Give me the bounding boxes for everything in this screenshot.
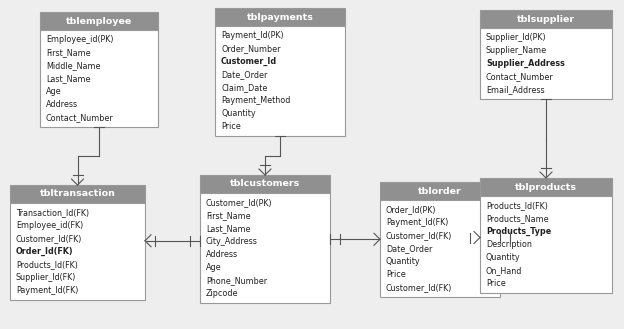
- Text: Employee_id(FK): Employee_id(FK): [16, 221, 83, 230]
- Bar: [200, 175, 330, 193]
- Text: Customer_Id(FK): Customer_Id(FK): [16, 234, 82, 243]
- Text: Price: Price: [486, 279, 505, 288]
- Text: Quantity: Quantity: [221, 109, 256, 118]
- Text: Supplier_Address: Supplier_Address: [486, 59, 565, 68]
- Text: Payment_Method: Payment_Method: [221, 96, 290, 105]
- Text: Claim_Date: Claim_Date: [221, 83, 267, 92]
- Text: Last_Name: Last_Name: [206, 224, 250, 233]
- Bar: [480, 178, 612, 196]
- Text: Quantity: Quantity: [486, 253, 520, 262]
- Text: Zipcode: Zipcode: [206, 289, 238, 298]
- Bar: [40, 12, 158, 30]
- Text: tblproducts: tblproducts: [515, 183, 577, 191]
- Text: Email_Address: Email_Address: [486, 85, 545, 94]
- Text: Customer_Id(PK): Customer_Id(PK): [206, 198, 273, 207]
- Text: Payment_Id(FK): Payment_Id(FK): [386, 218, 449, 227]
- Text: Transaction_Id(FK): Transaction_Id(FK): [16, 208, 89, 217]
- Text: Products_Id(FK): Products_Id(FK): [486, 201, 548, 210]
- Text: tblsupplier: tblsupplier: [517, 14, 575, 23]
- Text: tbltransaction: tbltransaction: [39, 190, 115, 198]
- Text: Payment_Id(FK): Payment_Id(FK): [16, 286, 79, 295]
- Text: Description: Description: [486, 240, 532, 249]
- Text: tblemployee: tblemployee: [66, 16, 132, 26]
- Text: Price: Price: [386, 270, 406, 279]
- Text: Products_Type: Products_Type: [486, 227, 551, 236]
- Text: Contact_Number: Contact_Number: [46, 113, 114, 122]
- Bar: [200, 193, 330, 303]
- Text: Date_Order: Date_Order: [386, 244, 432, 253]
- Text: Phone_Number: Phone_Number: [206, 276, 267, 285]
- Bar: [380, 182, 500, 200]
- Text: Quantity: Quantity: [386, 257, 421, 266]
- Text: Employee_id(PK): Employee_id(PK): [46, 35, 114, 44]
- Text: tblpayments: tblpayments: [246, 13, 313, 21]
- Text: Age: Age: [206, 263, 222, 272]
- Text: Order_Id(PK): Order_Id(PK): [386, 205, 437, 214]
- Bar: [480, 28, 612, 99]
- Text: First_Name: First_Name: [206, 211, 251, 220]
- Text: Order_Number: Order_Number: [221, 44, 281, 53]
- Text: tblcustomers: tblcustomers: [230, 180, 300, 189]
- Text: On_Hand: On_Hand: [486, 266, 522, 275]
- Text: Products_Id(FK): Products_Id(FK): [16, 260, 78, 269]
- Text: Supplier_Id(PK): Supplier_Id(PK): [486, 33, 547, 42]
- Text: Contact_Number: Contact_Number: [486, 72, 553, 81]
- Text: Supplier_Id(FK): Supplier_Id(FK): [16, 273, 76, 282]
- Text: Middle_Name: Middle_Name: [46, 61, 100, 70]
- Text: tblorder: tblorder: [418, 187, 462, 195]
- Bar: [215, 26, 345, 136]
- Text: Last_Name: Last_Name: [46, 74, 90, 83]
- Text: Payment_Id(PK): Payment_Id(PK): [221, 31, 284, 40]
- Bar: [10, 203, 145, 300]
- Text: Age: Age: [46, 87, 62, 96]
- Bar: [380, 200, 500, 297]
- Text: Customer_Id(FK): Customer_Id(FK): [386, 231, 452, 240]
- Text: Customer_Id(FK): Customer_Id(FK): [386, 283, 452, 292]
- Text: First_Name: First_Name: [46, 48, 90, 57]
- Text: Price: Price: [221, 122, 241, 131]
- Text: Date_Order: Date_Order: [221, 70, 267, 79]
- Text: Products_Name: Products_Name: [486, 214, 548, 223]
- Bar: [10, 185, 145, 203]
- Bar: [40, 30, 158, 127]
- Text: Order_Id(FK): Order_Id(FK): [16, 247, 74, 256]
- Text: City_Address: City_Address: [206, 237, 258, 246]
- Text: Address: Address: [46, 100, 78, 109]
- Text: Address: Address: [206, 250, 238, 259]
- Text: Supplier_Name: Supplier_Name: [486, 46, 547, 55]
- Bar: [215, 8, 345, 26]
- Bar: [480, 10, 612, 28]
- Text: Customer_Id: Customer_Id: [221, 57, 277, 66]
- Bar: [480, 196, 612, 293]
